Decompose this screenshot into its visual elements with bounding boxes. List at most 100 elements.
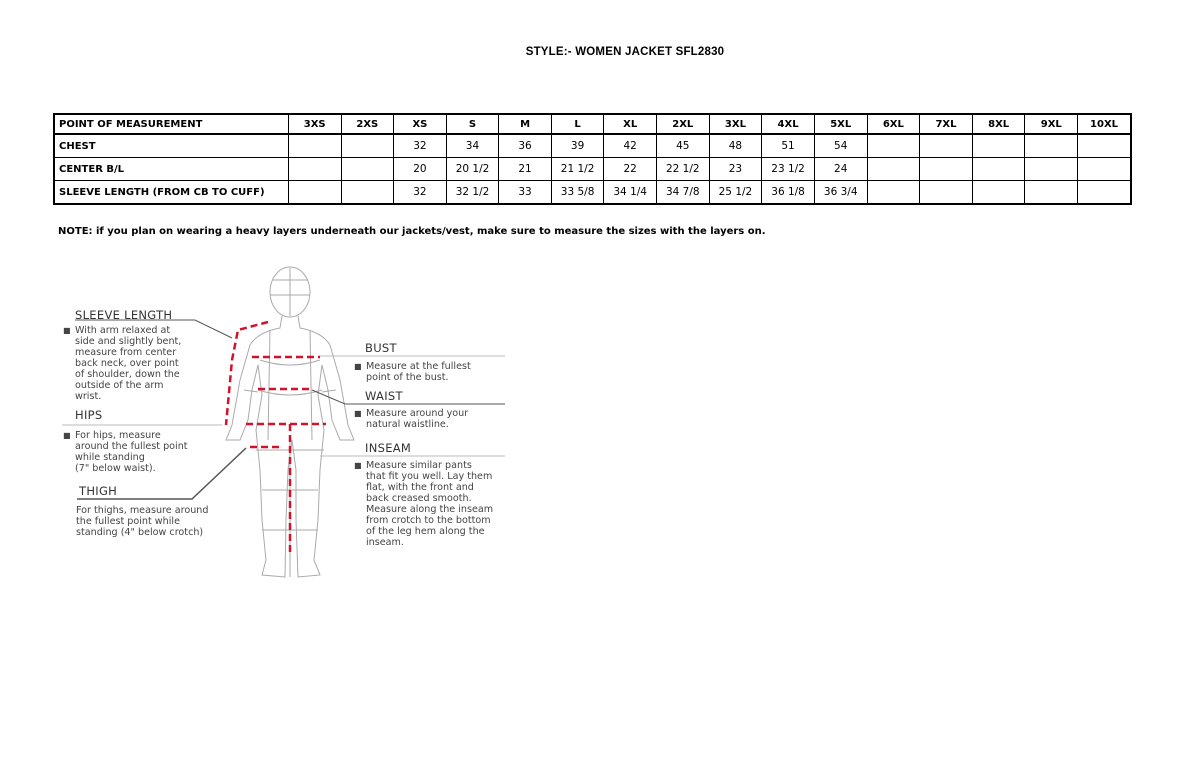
size-chart-table: POINT OF MEASUREMENT 3XS 2XS XS S M L XL 2XL 3XL 4… xyxy=(53,113,1132,205)
row-label: CHEST xyxy=(53,133,289,158)
description-line: of shoulder, down the xyxy=(75,369,180,380)
table-cell: 48 xyxy=(708,133,763,158)
table-cell xyxy=(866,133,921,158)
bullet-icon: ■ xyxy=(63,326,71,335)
table-cell: 34 xyxy=(445,133,500,158)
table-row: CENTER B/L 20 20 1/2 21 21 1/2 22 22 1/2 23 23 1… xyxy=(53,157,1132,181)
table-cell xyxy=(287,180,342,205)
row-label: SLEEVE LENGTH (FROM CB TO CUFF) xyxy=(53,180,289,205)
column-header-size: 8XL xyxy=(971,113,1026,135)
table-cell xyxy=(971,133,1026,158)
waist-description: Measure around your natural waistline. xyxy=(366,408,468,430)
inseam-label: INSEAM xyxy=(365,441,412,455)
row-label: CENTER B/L xyxy=(53,157,289,181)
measurement-lines xyxy=(224,320,326,553)
description-line: With arm relaxed at xyxy=(75,325,171,336)
table-cell: 21 xyxy=(498,157,552,181)
table-cell xyxy=(1077,180,1132,205)
description-line: back neck, over point xyxy=(75,358,179,369)
page-title: STYLE:- WOMEN JACKET SFL2830 xyxy=(525,46,725,58)
description-line: flat, with the front and xyxy=(366,482,474,493)
table-cell: 42 xyxy=(603,133,657,158)
column-header-size: 5XL xyxy=(813,113,868,135)
description-line: measure from center xyxy=(75,347,177,358)
column-header-size: 4XL xyxy=(761,113,815,135)
description-line: from crotch to the bottom xyxy=(366,515,491,526)
table-cell: 36 3/4 xyxy=(813,180,868,205)
hips-label: HIPS xyxy=(75,408,103,422)
description-line: back creased smooth. xyxy=(366,493,472,504)
sleeve-description: With arm relaxed at side and slightly ben… xyxy=(75,325,181,402)
description-line: that fit you well. Lay them xyxy=(366,471,493,482)
table-cell: 34 7/8 xyxy=(655,180,710,205)
table-cell: 23 1/2 xyxy=(761,157,815,181)
table-cell: 21 1/2 xyxy=(550,157,605,181)
table-cell: 36 xyxy=(498,133,552,158)
column-header-size: XS xyxy=(393,113,447,135)
description-line: Measure around your xyxy=(366,408,469,419)
table-cell: 34 1/4 xyxy=(603,180,657,205)
table-cell: 45 xyxy=(655,133,710,158)
table-cell xyxy=(1024,133,1079,158)
table-header-row: POINT OF MEASUREMENT 3XS 2XS XS S M L XL 2XL 3XL 4… xyxy=(53,113,1132,135)
table-cell: 54 xyxy=(813,133,868,158)
description-line: the fullest point while xyxy=(76,516,180,527)
description-line: of the leg hem along the xyxy=(366,526,485,537)
column-header-size: M xyxy=(498,113,552,135)
column-header-size: 9XL xyxy=(1024,113,1079,135)
sleeve-length-line xyxy=(224,320,269,426)
description-line: while standing xyxy=(75,452,145,463)
table-cell xyxy=(1077,133,1132,158)
description-line: (7" below waist). xyxy=(75,463,156,474)
table-cell: 33 xyxy=(498,180,552,205)
column-header-size: 2XS xyxy=(340,113,395,135)
body-outline xyxy=(225,266,355,578)
description-line: standing (4" below crotch) xyxy=(76,527,204,538)
description-line: For thighs, measure around xyxy=(76,505,209,516)
waist-label: WAIST xyxy=(365,389,403,403)
bust-label: BUST xyxy=(365,341,397,355)
note-text: NOTE: if you plan on wearing a heavy lay… xyxy=(58,226,766,237)
table-cell xyxy=(1077,157,1132,181)
table-cell xyxy=(1024,180,1079,205)
column-header-size: 3XS xyxy=(287,113,342,135)
table-cell xyxy=(866,157,921,181)
table-cell xyxy=(287,157,342,181)
table-cell xyxy=(340,180,395,205)
table-cell: 36 1/8 xyxy=(761,180,815,205)
thigh-description: For thighs, measure around the fullest po… xyxy=(76,505,208,538)
table-cell xyxy=(971,157,1026,181)
bullet-icon: ■ xyxy=(354,362,362,371)
description-line: around the fullest point xyxy=(75,441,188,452)
table-cell: 22 1/2 xyxy=(655,157,710,181)
column-header-size: XL xyxy=(603,113,657,135)
table-cell: 51 xyxy=(761,133,815,158)
column-header-size: 10XL xyxy=(1077,113,1132,135)
column-header-size: 3XL xyxy=(708,113,763,135)
table-cell: 39 xyxy=(550,133,605,158)
sleeve-label: SLEEVE LENGTH xyxy=(75,308,173,322)
column-header-size: 7XL xyxy=(919,113,973,135)
bullet-icon: ■ xyxy=(63,431,71,440)
description-line: natural waistline. xyxy=(366,419,449,430)
table-cell xyxy=(340,157,395,181)
description-line: Measure along the inseam xyxy=(366,504,494,515)
table-cell: 32 xyxy=(393,133,447,158)
table-cell: 25 1/2 xyxy=(708,180,763,205)
table-cell: 20 xyxy=(393,157,447,181)
description-line: point of the bust. xyxy=(366,372,449,383)
table-cell: 23 xyxy=(708,157,763,181)
column-header-size: L xyxy=(550,113,605,135)
description-line: For hips, measure xyxy=(75,430,161,441)
thigh-label: THIGH xyxy=(79,484,118,498)
table-cell xyxy=(1024,157,1079,181)
bust-description: Measure at the fullest point of the bust. xyxy=(366,361,471,383)
column-header-pom: POINT OF MEASUREMENT xyxy=(53,113,289,135)
table-cell: 33 5/8 xyxy=(550,180,605,205)
description-line: wrist. xyxy=(75,391,102,402)
inseam-description: Measure similar pants that fit you well. … xyxy=(366,460,493,548)
bullet-icon: ■ xyxy=(354,409,362,418)
table-cell: 24 xyxy=(813,157,868,181)
description-line: outside of the arm xyxy=(75,380,164,391)
table-cell xyxy=(866,180,921,205)
